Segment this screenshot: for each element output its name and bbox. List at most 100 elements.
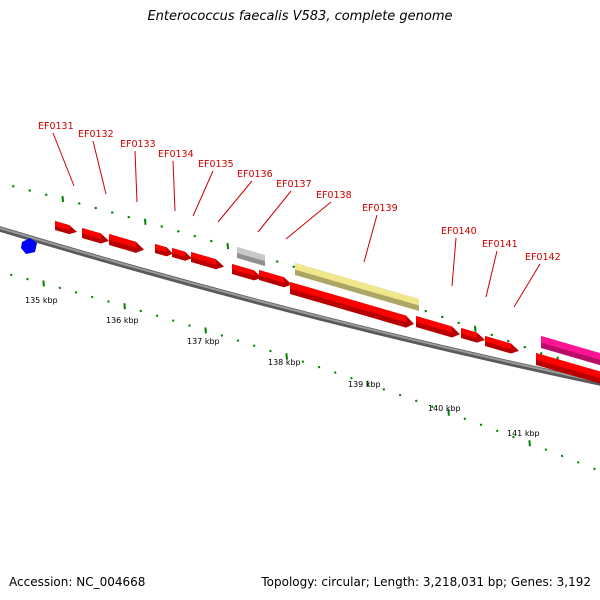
gene-leader-line xyxy=(172,160,176,212)
scale-tick xyxy=(155,314,159,317)
scale-label: 135 kbp xyxy=(25,296,58,305)
scale-tick xyxy=(382,388,386,391)
feature-tick xyxy=(160,225,164,228)
scale-tick xyxy=(91,295,94,299)
scale-labels: 135 kbp 136 kbp 137 kbp 138 kbp 139 kbp 140 k… xyxy=(25,296,540,438)
gene-label-ef0135[interactable]: EF0135 xyxy=(198,159,234,170)
scale-tick xyxy=(204,327,207,334)
feature-tick xyxy=(127,215,131,219)
scale-tick xyxy=(253,344,256,348)
feature-tick xyxy=(474,325,477,332)
feature-tick xyxy=(61,196,64,203)
gene-leader-line xyxy=(485,250,498,298)
feature-tick xyxy=(226,243,229,250)
scale-tick xyxy=(463,417,467,420)
gene-feature xyxy=(295,263,419,311)
gene-label-ef0134[interactable]: EF0134 xyxy=(158,149,194,160)
gene-feature xyxy=(82,228,109,244)
feature-tick xyxy=(44,193,48,197)
gene-feature xyxy=(290,282,414,328)
scale-label: 138 kbp xyxy=(268,358,301,367)
scale-tick xyxy=(123,303,126,310)
scale-tick xyxy=(74,291,78,294)
gene-feature xyxy=(259,270,292,288)
gene-feature xyxy=(232,264,262,281)
scale-tick xyxy=(544,448,548,451)
scale-tick xyxy=(577,461,580,464)
scale-tick xyxy=(496,429,499,433)
scale-tick xyxy=(139,309,143,313)
gene-feature xyxy=(172,248,192,261)
scale-tick xyxy=(479,423,483,426)
gene-label-ef0139[interactable]: EF0139 xyxy=(362,203,398,214)
gene-feature xyxy=(109,234,144,253)
genome-summary-text: Topology: circular; Length: 3,218,031 bp… xyxy=(261,575,591,589)
scale-tick xyxy=(528,440,531,447)
feature-tick xyxy=(292,265,296,268)
gene-label-ef0133[interactable]: EF0133 xyxy=(120,139,156,150)
gene-leader-line xyxy=(52,132,75,187)
gene-leader-line xyxy=(134,150,138,203)
feature-tick xyxy=(193,234,197,238)
gene-feature xyxy=(541,336,600,366)
scale-tick xyxy=(512,435,515,439)
scale-ticks xyxy=(10,273,596,471)
feature-tick xyxy=(275,260,279,263)
gene-leader-line xyxy=(363,214,378,263)
genome-backbone-highlight xyxy=(0,226,600,383)
scale-tick xyxy=(317,365,321,369)
gene-label-ef0142[interactable]: EF0142 xyxy=(525,252,561,263)
gene-feature xyxy=(155,244,173,257)
scale-tick xyxy=(220,334,224,337)
gene-feature xyxy=(485,336,519,354)
gene-label-ef0136[interactable]: EF0136 xyxy=(237,169,273,180)
gene-leader-line xyxy=(451,237,457,287)
feature-tick xyxy=(176,230,180,233)
feature-tick xyxy=(523,345,527,349)
feature-tick xyxy=(11,185,15,188)
scale-tick xyxy=(366,380,369,387)
scale-tick xyxy=(236,339,240,342)
scale-label: 139 kbp xyxy=(348,380,381,389)
scale-tick xyxy=(431,405,434,409)
gene-feature xyxy=(416,316,460,338)
scale-tick xyxy=(415,399,418,403)
gene-label-ef0140[interactable]: EF0140 xyxy=(441,226,477,237)
gene-label-ef0137[interactable]: EF0137 xyxy=(276,179,312,190)
feature-tick xyxy=(440,315,444,319)
gene-label-ef0138[interactable]: EF0138 xyxy=(316,190,352,201)
gene-features xyxy=(21,221,600,384)
gene-label-ef0141[interactable]: EF0141 xyxy=(482,239,518,250)
scale-tick xyxy=(26,277,29,281)
gene-feature xyxy=(191,252,224,270)
map-title: Enterococcus faecalis V583, complete gen… xyxy=(147,9,453,24)
scale-tick xyxy=(560,454,564,458)
feature-tick xyxy=(110,211,114,214)
scale-label: 136 kbp xyxy=(106,316,139,325)
gene-label-lines xyxy=(52,132,541,308)
scale-label: 140 kbp xyxy=(428,404,461,413)
gene-labels: EF0131EF0132EF0133EF0134EF0135EF0136EF01… xyxy=(38,121,561,263)
gene-label-ef0131[interactable]: EF0131 xyxy=(38,121,74,132)
scale-label: 137 kbp xyxy=(187,337,220,346)
gene-label-ef0132[interactable]: EF0132 xyxy=(78,129,114,140)
feature-tick xyxy=(209,239,213,243)
scale-tick xyxy=(301,360,305,363)
feature-tick xyxy=(506,339,510,343)
scale-tick xyxy=(107,300,110,303)
accession-text: Accession: NC_004668 xyxy=(9,575,146,589)
scale-tick xyxy=(269,349,272,353)
gene-leader-line xyxy=(513,263,541,308)
blue-feature xyxy=(21,238,37,254)
feature-tick xyxy=(490,333,494,337)
gene-feature xyxy=(461,328,485,343)
feature-tick xyxy=(424,309,428,313)
gene-feature xyxy=(237,247,265,267)
scale-tick xyxy=(593,467,596,471)
gene-feature xyxy=(55,221,77,235)
scale-tick xyxy=(42,280,45,287)
gene-feature xyxy=(536,353,600,384)
gene-leader-line xyxy=(192,170,214,217)
scale-tick xyxy=(285,353,288,360)
scale-tick xyxy=(10,273,13,277)
